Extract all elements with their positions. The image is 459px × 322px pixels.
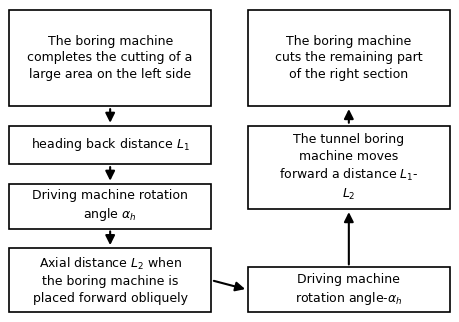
Text: The boring machine
completes the cutting of a
large area on the left side: The boring machine completes the cutting… (28, 35, 193, 81)
FancyBboxPatch shape (9, 184, 211, 229)
FancyBboxPatch shape (248, 267, 450, 312)
Text: heading back distance $L_1$: heading back distance $L_1$ (31, 137, 190, 153)
FancyBboxPatch shape (248, 10, 450, 106)
Text: Axial distance $L_2$ when
the boring machine is
placed forward obliquely: Axial distance $L_2$ when the boring mac… (33, 256, 188, 305)
Text: The tunnel boring
machine moves
forward a distance $L_1$-
$L_2$: The tunnel boring machine moves forward … (279, 133, 419, 202)
FancyBboxPatch shape (9, 10, 211, 106)
Text: Driving machine
rotation angle-$\alpha_h$: Driving machine rotation angle-$\alpha_h… (295, 273, 403, 307)
FancyBboxPatch shape (9, 126, 211, 164)
FancyBboxPatch shape (9, 248, 211, 312)
FancyBboxPatch shape (248, 126, 450, 209)
Text: The boring machine
cuts the remaining part
of the right section: The boring machine cuts the remaining pa… (275, 35, 423, 81)
Text: Driving machine rotation
angle $\alpha_h$: Driving machine rotation angle $\alpha_h… (32, 189, 188, 223)
